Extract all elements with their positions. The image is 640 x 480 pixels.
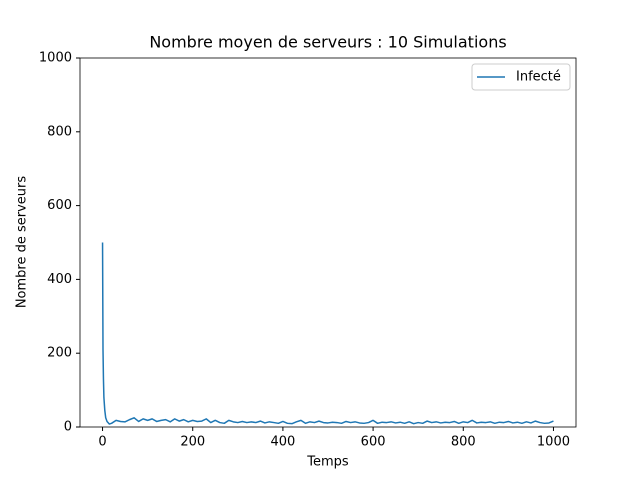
y-tick-label: 200 xyxy=(47,346,72,361)
legend-label: Infecté xyxy=(516,70,561,85)
x-tick-label: 1000 xyxy=(537,435,570,450)
x-tick-label: 600 xyxy=(361,435,386,450)
y-tick-label: 0 xyxy=(64,420,72,435)
legend-box xyxy=(471,63,571,91)
y-tick-label: 600 xyxy=(47,198,72,213)
y-tick-label: 1000 xyxy=(39,51,72,66)
y-tick-label: 400 xyxy=(47,272,72,287)
x-tick-label: 400 xyxy=(270,435,295,450)
x-tick-label: 200 xyxy=(180,435,205,450)
x-axis-label: Temps xyxy=(306,455,349,470)
chart-title: Nombre moyen de serveurs : 10 Simulation… xyxy=(149,33,506,52)
y-tick-label: 800 xyxy=(47,124,72,139)
x-tick-label: 0 xyxy=(98,435,106,450)
plot-frame xyxy=(79,57,577,428)
line-series xyxy=(101,242,554,425)
x-tick-label: 800 xyxy=(451,435,476,450)
y-axis-label: Nombre de serveurs xyxy=(15,176,30,309)
